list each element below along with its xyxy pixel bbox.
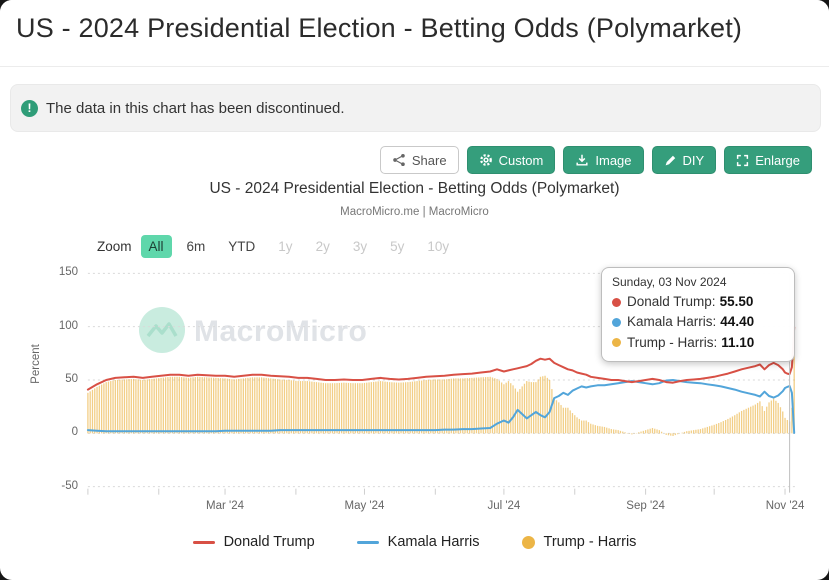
share-button[interactable]: Share — [379, 146, 459, 174]
alert-text: The data in this chart has been disconti… — [46, 99, 345, 117]
legend-item-harris[interactable]: Kamala Harris — [356, 534, 480, 550]
tooltip-value-trump: 55.50 — [719, 294, 754, 309]
zoom-option-all[interactable]: All — [140, 235, 172, 258]
tooltip-row-harris: Kamala Harris: 44.40 — [612, 312, 784, 332]
zoom-option-1y: 1y — [278, 239, 293, 254]
tooltip-value-harris: 44.40 — [720, 314, 755, 330]
y-tick-label: 0 — [71, 426, 78, 439]
trump-line-swatch — [192, 540, 215, 544]
harris-series-dot — [612, 317, 621, 327]
image-button[interactable]: Image — [563, 146, 644, 174]
chart-plot-area[interactable] — [0, 265, 829, 515]
page-title: US - 2024 Presidential Election - Bettin… — [16, 13, 743, 43]
spread-series-dot — [612, 338, 621, 348]
macromicro-logo-watermark — [138, 306, 186, 354]
chart-legend: Donald Trump Kamala Harris Trump - Harri… — [0, 534, 829, 550]
page-header: US - 2024 Presidential Election - Bettin… — [0, 0, 829, 67]
pencil-icon — [664, 154, 677, 167]
zoom-option-ytd[interactable]: YTD — [228, 239, 256, 254]
chart-subtitle: MacroMicro.me | MacroMicro — [340, 206, 489, 218]
info-icon: ! — [21, 99, 38, 117]
expand-icon — [736, 154, 749, 167]
zoom-option-10y: 10y — [427, 239, 450, 254]
tooltip-row-trump: Donald Trump: 55.50 — [612, 292, 784, 312]
spread-circle-swatch — [521, 535, 535, 549]
legend-item-trump[interactable]: Donald Trump — [192, 534, 315, 550]
custom-button[interactable]: Custom — [466, 146, 556, 174]
y-tick-label: 50 — [65, 372, 78, 385]
zoom-option-3y: 3y — [352, 239, 368, 254]
zoom-option-2y: 2y — [315, 239, 330, 254]
tooltip-date: Sunday, 03 Nov 2024 — [612, 275, 727, 289]
watermark-text: MacroMicro — [194, 315, 368, 348]
chart-toolbar: Share Custom Image DIY Enlarge — [379, 146, 812, 174]
x-tick-label: Sep '24 — [626, 500, 665, 512]
chart-title: US - 2024 Presidential Election - Bettin… — [209, 180, 620, 197]
tooltip-value-spread: 11.10 — [721, 334, 755, 350]
zoom-label: Zoom — [97, 239, 132, 254]
zoom-option-6m[interactable]: 6m — [186, 239, 206, 254]
zoom-option-5y: 5y — [390, 239, 405, 254]
x-tick-label: Jul '24 — [487, 500, 521, 512]
harris-line-swatch — [356, 540, 379, 544]
x-tick-label: Mar '24 — [206, 500, 245, 512]
gear-icon — [479, 153, 493, 167]
y-tick-label: 150 — [58, 266, 78, 279]
legend-item-spread[interactable]: Trump - Harris — [521, 534, 636, 550]
y-tick-label: -50 — [61, 479, 78, 492]
enlarge-button[interactable]: Enlarge — [724, 146, 812, 174]
tooltip-row-spread: Trump - Harris: 11.10 — [612, 333, 784, 353]
discontinued-alert: ! The data in this chart has been discon… — [10, 84, 821, 132]
y-tick-label: 100 — [58, 319, 78, 332]
chart-tooltip: Sunday, 03 Nov 2024 Donald Trump: 55.50 … — [601, 267, 795, 362]
trump-series-dot — [612, 297, 621, 307]
x-tick-label: Nov '24 — [765, 500, 805, 512]
diy-button[interactable]: DIY — [651, 146, 717, 174]
download-icon — [575, 153, 589, 167]
x-tick-label: May '24 — [344, 500, 385, 512]
share-icon — [392, 153, 406, 167]
zoom-range-selector: Zoom All 6m YTD 1y 2y 3y 5y 10y — [97, 235, 457, 258]
